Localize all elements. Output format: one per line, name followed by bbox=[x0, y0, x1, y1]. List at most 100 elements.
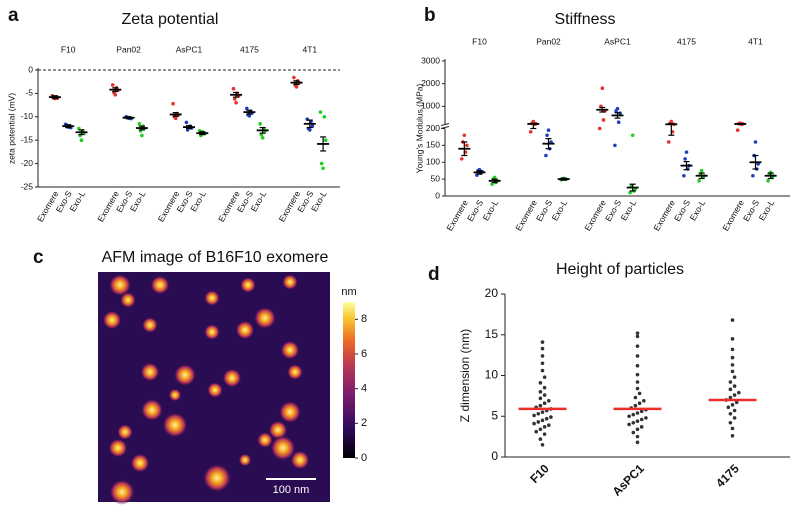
chart-title: Zeta potential bbox=[122, 11, 219, 28]
particle bbox=[140, 362, 160, 382]
y-tick-label: 15 bbox=[485, 327, 499, 341]
x-tick-label: F10 bbox=[527, 461, 552, 486]
data-point bbox=[540, 354, 545, 358]
data-point bbox=[258, 122, 262, 126]
y-tick-label: 2000 bbox=[421, 78, 440, 88]
data-point bbox=[635, 363, 640, 368]
data-point bbox=[171, 101, 175, 106]
colorbar-tick-label: 2 bbox=[361, 417, 367, 429]
particle bbox=[268, 420, 288, 440]
data-point bbox=[542, 425, 547, 429]
data-point bbox=[630, 133, 635, 138]
group-label: 4175 bbox=[677, 36, 696, 46]
data-point bbox=[173, 116, 178, 121]
axis-break bbox=[440, 123, 450, 126]
y-tick-label: 1000 bbox=[421, 101, 440, 111]
particle bbox=[117, 424, 133, 440]
data-point bbox=[531, 119, 536, 124]
panel-letter: b bbox=[424, 5, 436, 26]
particle bbox=[173, 363, 197, 387]
data-point bbox=[726, 405, 731, 410]
data-point bbox=[547, 398, 551, 403]
particle bbox=[240, 277, 256, 293]
data-point bbox=[633, 395, 638, 400]
data-point bbox=[730, 434, 735, 438]
y-tick-label: -10 bbox=[21, 111, 34, 121]
y-tick-label: 100 bbox=[426, 157, 440, 167]
data-point bbox=[666, 140, 671, 144]
x-tick-label: Exo-L bbox=[688, 198, 708, 222]
data-point bbox=[635, 386, 640, 391]
data-point bbox=[110, 83, 115, 87]
y-tick-label: 3000 bbox=[421, 55, 440, 65]
data-point bbox=[635, 334, 640, 339]
y-tick-label: 0 bbox=[435, 190, 440, 200]
particle bbox=[140, 398, 164, 422]
group-label: AsPC1 bbox=[176, 44, 203, 54]
y-tick-label: -25 bbox=[21, 181, 34, 191]
y-axis-label: Z dimension (nm) bbox=[458, 329, 472, 422]
data-point bbox=[730, 318, 735, 322]
axis-break-gap bbox=[441, 124, 449, 129]
y-tick-label: -5 bbox=[25, 88, 33, 98]
data-point bbox=[542, 432, 547, 436]
data-point bbox=[528, 130, 533, 134]
data-point bbox=[459, 157, 464, 161]
particle bbox=[238, 453, 252, 467]
data-point bbox=[737, 390, 741, 395]
particle bbox=[204, 324, 220, 340]
data-point bbox=[627, 422, 631, 427]
data-point bbox=[730, 426, 735, 431]
data-point bbox=[728, 420, 733, 425]
y-tick-label: 50 bbox=[431, 173, 441, 183]
chart-title: Stiffness bbox=[554, 11, 615, 28]
data-point bbox=[465, 143, 469, 148]
data-point bbox=[732, 384, 737, 388]
y-tick-label: -20 bbox=[21, 158, 34, 168]
chart-title: Height of particles bbox=[556, 261, 684, 278]
particle bbox=[280, 340, 300, 360]
data-point bbox=[682, 173, 686, 178]
data-point bbox=[635, 419, 640, 423]
x-tick-label: AsPC1 bbox=[610, 461, 647, 498]
y-tick-label: 0 bbox=[491, 449, 498, 463]
particle bbox=[150, 275, 170, 295]
data-point bbox=[730, 337, 735, 341]
data-point bbox=[540, 418, 545, 423]
particle bbox=[108, 438, 128, 458]
data-point bbox=[538, 390, 543, 394]
y-tick-label: 5 bbox=[491, 408, 498, 422]
data-point bbox=[616, 120, 621, 125]
data-point bbox=[631, 420, 636, 425]
panel-letter: d bbox=[428, 264, 440, 285]
data-point bbox=[728, 412, 733, 416]
particle bbox=[168, 388, 182, 402]
data-point bbox=[730, 347, 735, 352]
data-point bbox=[323, 138, 328, 142]
particle bbox=[282, 274, 298, 290]
data-point bbox=[751, 173, 755, 178]
data-point bbox=[292, 75, 296, 80]
x-tick-label: 4175 bbox=[713, 461, 742, 490]
data-point bbox=[732, 408, 737, 413]
data-point bbox=[321, 166, 325, 171]
data-point bbox=[547, 423, 551, 428]
data-point bbox=[231, 86, 236, 91]
data-point bbox=[683, 157, 687, 161]
data-point bbox=[600, 86, 605, 91]
data-point bbox=[732, 375, 737, 379]
data-point bbox=[540, 410, 545, 414]
colorbar-tick-label: 8 bbox=[361, 313, 367, 325]
data-point bbox=[635, 372, 640, 377]
particle bbox=[130, 453, 150, 473]
data-point bbox=[635, 427, 640, 432]
data-point bbox=[319, 161, 324, 166]
data-point bbox=[642, 398, 646, 403]
particle bbox=[207, 382, 223, 398]
group-label: 4175 bbox=[240, 44, 259, 54]
data-point bbox=[308, 128, 312, 132]
data-point bbox=[635, 354, 640, 358]
y-tick-label: -15 bbox=[21, 134, 34, 144]
data-point bbox=[245, 106, 249, 111]
